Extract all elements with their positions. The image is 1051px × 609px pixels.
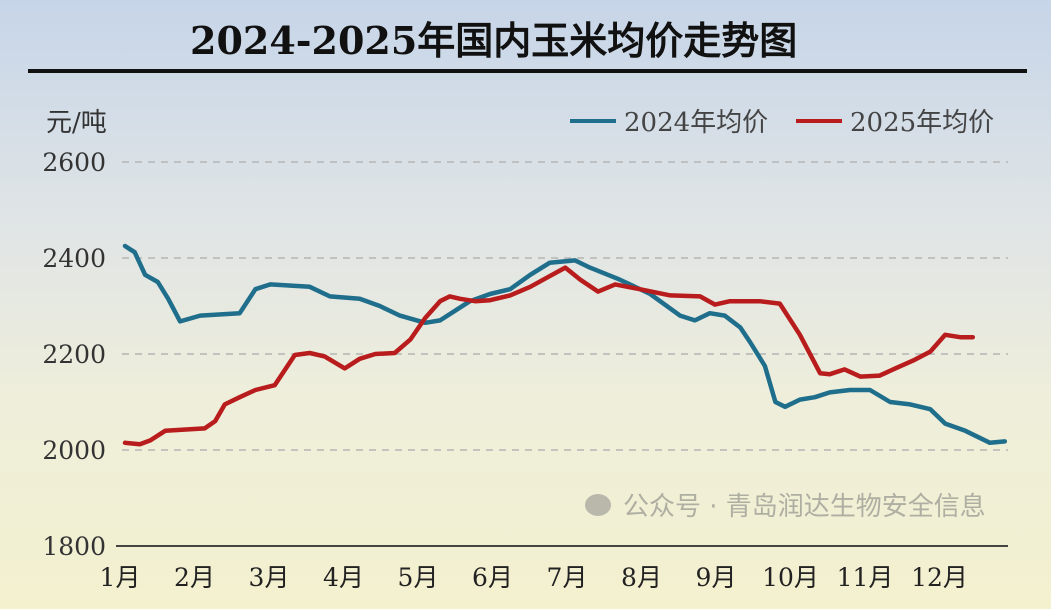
legend-swatch-2025: [796, 118, 842, 123]
y-tick-label: 2600: [42, 148, 106, 177]
x-tick-label: 11月: [837, 563, 894, 592]
y-tick-label: 2200: [42, 340, 106, 369]
wechat-icon: [585, 493, 611, 516]
legend-swatch-2024: [570, 118, 616, 123]
x-tick-label: 7月: [547, 563, 588, 592]
series-line-2024: [122, 243, 1008, 446]
series-line-2025: [122, 265, 976, 447]
x-tick-label: 6月: [472, 563, 513, 592]
x-tick-label: 10月: [762, 563, 819, 592]
x-tick-label: 12月: [911, 563, 968, 592]
chart-title: 2024-2025年国内玉米均价走势图: [190, 18, 798, 63]
legend-item-2024: 2024年均价: [570, 102, 768, 139]
x-tick-label: 8月: [621, 563, 662, 592]
legend-item-2025: 2025年均价: [796, 102, 994, 139]
y-axis-unit: 元/吨: [46, 108, 107, 138]
legend-label-2024: 2024年均价: [624, 108, 769, 138]
y-tick-label: 2400: [42, 244, 106, 273]
watermark: 公众号 · 青岛润达生物安全信息: [585, 486, 986, 523]
x-tick-label: 1月: [100, 563, 141, 592]
y-tick-label: 1800: [42, 532, 106, 561]
legend-label-2025: 2025年均价: [850, 108, 995, 138]
x-tick-label: 5月: [398, 563, 439, 592]
x-tick-label: 4月: [323, 563, 364, 592]
x-tick-label: 2月: [174, 563, 215, 592]
y-tick-label: 2000: [42, 436, 106, 465]
title-divider: [28, 69, 1027, 73]
x-tick-label: 9月: [696, 563, 737, 592]
x-tick-label: 3月: [249, 563, 290, 592]
watermark-text: 公众号 · 青岛润达生物安全信息: [623, 492, 986, 522]
